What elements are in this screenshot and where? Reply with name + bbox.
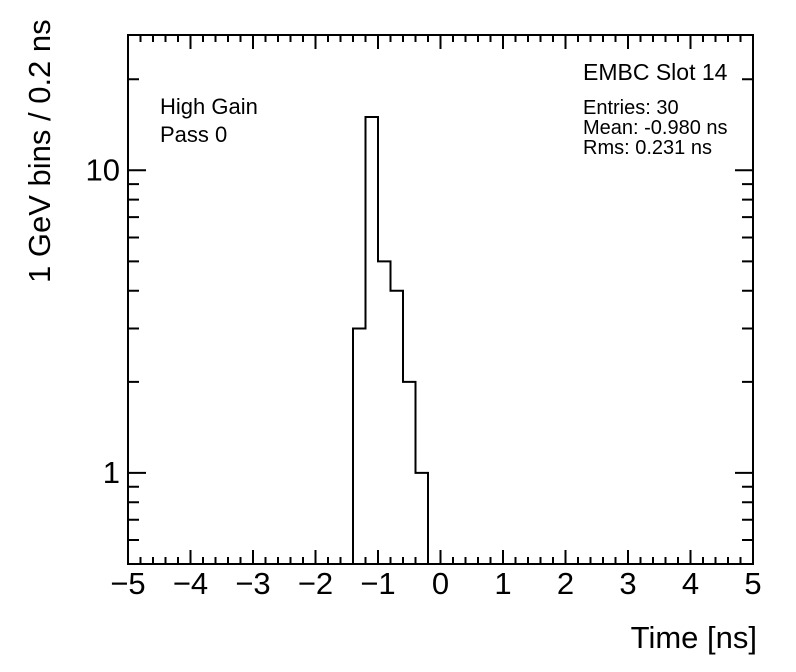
x-tick-label: 0 bbox=[432, 566, 449, 601]
x-axis-title: Time [ns] bbox=[631, 620, 757, 655]
x-tick-label: −1 bbox=[360, 566, 395, 601]
pass-label: Pass 0 bbox=[160, 122, 227, 147]
gain-label: High Gain bbox=[160, 94, 258, 119]
x-tick-label: −5 bbox=[110, 566, 145, 601]
x-tick-label: 3 bbox=[619, 566, 636, 601]
plot-frame bbox=[127, 34, 754, 565]
x-tick-label: 1 bbox=[494, 566, 511, 601]
x-tick-label: 2 bbox=[557, 566, 574, 601]
axes-ticks-layer: −5 −4 −3 −2 −1 0 1 2 3 4 5 1 10 bbox=[86, 35, 762, 601]
y-tick-label: 10 bbox=[86, 152, 120, 187]
stats-entries: Entries: 30 bbox=[583, 97, 679, 119]
x-tick-label: 5 bbox=[744, 566, 761, 601]
stats-mean: Mean: -0.980 ns bbox=[583, 117, 728, 139]
corner-label: EMBC Slot 14 bbox=[583, 59, 728, 85]
histogram-step-line bbox=[352, 116, 429, 564]
x-tick-label: −2 bbox=[298, 566, 333, 601]
minor-tick-marks bbox=[128, 35, 753, 564]
y-axis-title: 1 GeV bins / 0.2 ns bbox=[22, 19, 57, 283]
y-tick-label: 1 bbox=[103, 455, 120, 490]
stats-rms: Rms: 0.231 ns bbox=[583, 137, 712, 159]
x-tick-label: −4 bbox=[173, 566, 208, 601]
x-tick-label: 4 bbox=[682, 566, 699, 601]
x-tick-label: −3 bbox=[235, 566, 270, 601]
